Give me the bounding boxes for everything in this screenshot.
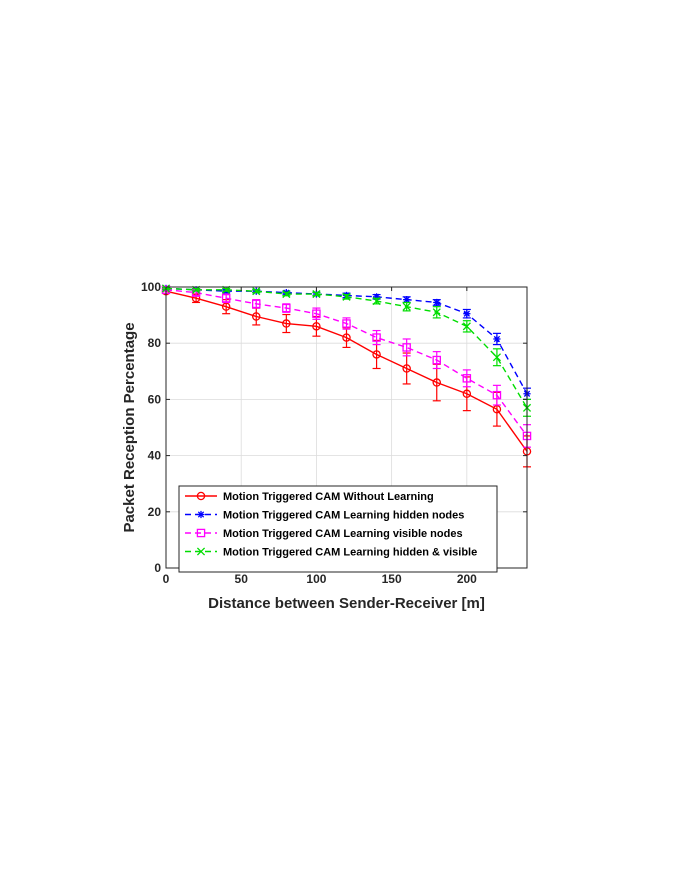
data-point [251, 299, 261, 309]
x-tick-label: 150 [382, 572, 402, 586]
error-bar [372, 329, 381, 346]
data-point [196, 528, 206, 538]
data-point [342, 319, 351, 328]
legend: Motion Triggered CAM Without Learning Mot… [178, 485, 498, 573]
error-bar [462, 369, 471, 388]
y-tick-label: 100 [141, 280, 161, 294]
legend-item: Motion Triggered CAM Learning hidden nod… [185, 510, 464, 522]
error-bar [402, 338, 411, 357]
data-point [433, 298, 441, 307]
series-group [161, 284, 532, 468]
y-tick-label: 20 [148, 505, 162, 519]
data-point [282, 289, 291, 299]
data-point [372, 333, 381, 342]
y-tick-label: 80 [148, 336, 162, 350]
data-point [372, 350, 381, 359]
data-point [282, 319, 291, 328]
data-point [432, 378, 441, 387]
data-point [492, 404, 502, 414]
legend-box [178, 485, 498, 573]
data-point [463, 310, 471, 318]
data-point [196, 491, 206, 501]
data-point [252, 287, 261, 296]
x-tick-label: 50 [235, 572, 249, 586]
data-point [342, 333, 351, 342]
data-point [492, 390, 502, 400]
data-point [462, 389, 472, 399]
data-point [402, 343, 411, 352]
series-3 [161, 285, 532, 448]
x-tick-label: 200 [457, 572, 477, 586]
x-tick-label: 0 [163, 572, 170, 586]
series-line [165, 290, 528, 452]
data-point [402, 302, 411, 311]
legend-label: Motion Triggered CAM Learning hidden & v… [223, 547, 477, 559]
data-point [196, 547, 206, 556]
data-point [492, 353, 501, 362]
series-4 [161, 284, 532, 417]
data-point [493, 335, 501, 343]
y-tick-label: 40 [148, 449, 162, 463]
data-point [432, 355, 441, 365]
ticks: 0 50 100 150 200 0 20 40 60 80 100 [141, 280, 527, 586]
series-line [165, 289, 528, 437]
data-point [221, 302, 231, 311]
legend-label: Motion Triggered CAM Without Learning [223, 491, 434, 503]
legend-label: Motion Triggered CAM Learning visible no… [223, 528, 463, 540]
legend-item: Motion Triggered CAM Without Learning [185, 491, 434, 503]
data-point [342, 292, 351, 301]
data-point [312, 289, 321, 299]
y-tick-label: 0 [154, 561, 161, 575]
data-point [312, 322, 321, 331]
data-point [282, 303, 291, 313]
data-point [372, 296, 381, 306]
y-tick-label: 60 [148, 392, 162, 406]
data-point [462, 322, 471, 331]
y-axis-label: Packet Reception Percentage [121, 322, 138, 532]
data-point [197, 510, 205, 519]
legend-item: Motion Triggered CAM Learning visible no… [185, 528, 463, 540]
data-point [462, 374, 472, 383]
legend-item: Motion Triggered CAM Learning hidden & v… [185, 547, 477, 559]
data-point [312, 309, 321, 318]
data-point [432, 308, 441, 317]
legend-label: Motion Triggered CAM Learning hidden nod… [223, 510, 464, 522]
data-point [251, 312, 261, 321]
x-axis-label: Distance between Sender-Receiver [m] [208, 595, 485, 612]
x-tick-label: 100 [306, 572, 326, 586]
data-point [402, 364, 411, 373]
data-point [221, 293, 231, 303]
